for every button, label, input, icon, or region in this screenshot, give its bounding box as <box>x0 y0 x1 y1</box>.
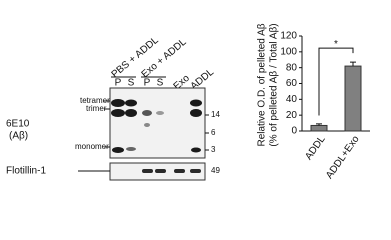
band-label: monomer <box>75 142 109 151</box>
x-tick-label: ADDL+Exo <box>324 134 362 181</box>
marker-label: 3 <box>211 145 216 154</box>
y-tick-label: 120 <box>280 31 297 42</box>
y-tick-label: 40 <box>286 94 298 105</box>
y-tick-label: 100 <box>280 46 297 57</box>
lane-label: S <box>128 78 135 89</box>
bands <box>142 169 201 173</box>
loading-label: Flotillin-1 <box>6 166 46 177</box>
y-tick-label: 80 <box>286 62 298 73</box>
lane-label: S <box>157 78 164 89</box>
y-axis-label: Relative O.D. of pelleted Aβ <box>257 23 268 146</box>
y-tick-label: 0 <box>291 126 297 137</box>
figure: PBS + ADDL Exo + ADDL P S P S Exo ADDL t… <box>6 23 370 181</box>
bar <box>310 124 328 132</box>
significance-bracket <box>318 47 354 116</box>
x-tick-label: ADDL <box>303 134 328 163</box>
bar <box>344 65 362 132</box>
y-tick-label: 60 <box>286 78 298 89</box>
marker-label: 14 <box>211 110 220 119</box>
antibody-label: 6E10 <box>6 119 30 130</box>
marker-label: 49 <box>211 166 220 175</box>
lane-label: P <box>144 78 151 89</box>
y-tick-label: 20 <box>286 110 298 121</box>
marker-label: 6 <box>211 128 216 137</box>
bands <box>111 99 202 153</box>
band-label: trimer <box>86 104 107 113</box>
blot-panel <box>109 87 206 159</box>
y-axis-label: (% of pelleted Aβ / Total Aβ) <box>269 23 280 146</box>
lane-label: P <box>115 78 122 89</box>
band-label: tetramer <box>80 96 110 105</box>
antibody-label: (Aβ) <box>9 131 28 142</box>
significance-mark: * <box>334 39 338 50</box>
